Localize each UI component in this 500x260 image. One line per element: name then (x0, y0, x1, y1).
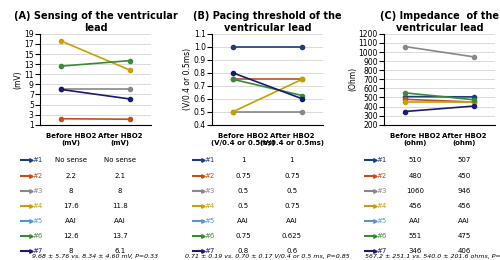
Text: #1: #1 (376, 157, 386, 164)
Text: #3: #3 (376, 187, 386, 194)
Text: #4: #4 (204, 203, 214, 209)
Text: 12.6: 12.6 (64, 233, 79, 239)
Text: 406: 406 (457, 248, 470, 254)
Text: No sense: No sense (104, 157, 136, 164)
Text: 507: 507 (457, 157, 470, 164)
Text: After HBO2
(ohm): After HBO2 (ohm) (442, 133, 486, 146)
Text: #7: #7 (204, 248, 214, 254)
Text: 2.1: 2.1 (114, 172, 126, 179)
Text: AAI: AAI (237, 218, 249, 224)
Text: 1060: 1060 (406, 187, 424, 194)
Text: 0.5: 0.5 (238, 203, 248, 209)
Text: No sense: No sense (55, 157, 87, 164)
Text: 346: 346 (408, 248, 422, 254)
Y-axis label: (V/0.4 or 0.5ms): (V/0.4 or 0.5ms) (183, 48, 192, 110)
Title: (A) Sensing of the ventricular
lead: (A) Sensing of the ventricular lead (14, 11, 177, 33)
Text: 0.5: 0.5 (286, 187, 298, 194)
Text: 8: 8 (118, 187, 122, 194)
Text: 551: 551 (408, 233, 422, 239)
Text: 510: 510 (408, 157, 422, 164)
Y-axis label: (mV): (mV) (14, 70, 22, 89)
Text: #6: #6 (32, 233, 42, 239)
Text: #5: #5 (32, 218, 42, 224)
Text: 17.6: 17.6 (63, 203, 79, 209)
Text: #5: #5 (376, 218, 386, 224)
Text: 8: 8 (69, 187, 73, 194)
Text: 475: 475 (458, 233, 470, 239)
Text: #3: #3 (32, 187, 42, 194)
Text: #6: #6 (204, 233, 214, 239)
Text: #5: #5 (204, 218, 214, 224)
Text: #6: #6 (376, 233, 386, 239)
Text: #3: #3 (204, 187, 214, 194)
Text: 456: 456 (458, 203, 470, 209)
Text: AAI: AAI (286, 218, 298, 224)
Text: After HBO2
(mV): After HBO2 (mV) (98, 133, 142, 146)
Text: 0.71 ± 0.19 vs. 0.70 ± 0.17 V/0.4 or 0.5 ms, P=0.85: 0.71 ± 0.19 vs. 0.70 ± 0.17 V/0.4 or 0.5… (185, 254, 350, 259)
Text: 0.625: 0.625 (282, 233, 302, 239)
Text: 8: 8 (69, 248, 73, 254)
Text: 0.8: 0.8 (238, 248, 248, 254)
Text: #7: #7 (32, 248, 42, 254)
Text: Before HBO2
(ohm): Before HBO2 (ohm) (390, 133, 440, 146)
Text: 0.75: 0.75 (236, 233, 251, 239)
Text: After HBO2
(V/0.4 or 0.5ms): After HBO2 (V/0.4 or 0.5ms) (260, 133, 324, 146)
Text: 946: 946 (457, 187, 470, 194)
Text: #7: #7 (376, 248, 386, 254)
Text: #2: #2 (32, 172, 42, 179)
Text: 0.5: 0.5 (238, 187, 248, 194)
Text: 1: 1 (241, 157, 246, 164)
Text: 0.75: 0.75 (236, 172, 251, 179)
Text: AAI: AAI (65, 218, 77, 224)
Text: 480: 480 (408, 172, 422, 179)
Text: 450: 450 (458, 172, 470, 179)
Text: 9.68 ± 5.76 vs. 8.34 ± 4.60 mV, P=0.33: 9.68 ± 5.76 vs. 8.34 ± 4.60 mV, P=0.33 (32, 254, 158, 259)
Text: #2: #2 (376, 172, 386, 179)
Text: 1: 1 (290, 157, 294, 164)
Text: 0.6: 0.6 (286, 248, 298, 254)
Text: 0.75: 0.75 (284, 172, 300, 179)
Text: AAI: AAI (409, 218, 421, 224)
Text: #4: #4 (376, 203, 386, 209)
Text: Before HBO2
(V/0.4 or 0.5ms): Before HBO2 (V/0.4 or 0.5ms) (211, 133, 275, 146)
Title: (C) Impedance  of the
ventricular lead: (C) Impedance of the ventricular lead (380, 11, 499, 33)
Text: 11.8: 11.8 (112, 203, 128, 209)
Text: 567.2 ± 251.1 vs. 540.0 ± 201.6 ohms, P=0.33: 567.2 ± 251.1 vs. 540.0 ± 201.6 ohms, P=… (364, 254, 500, 259)
Text: Before HBO2
(mV): Before HBO2 (mV) (46, 133, 96, 146)
Text: #4: #4 (32, 203, 42, 209)
Text: 13.7: 13.7 (112, 233, 128, 239)
Text: 6.1: 6.1 (114, 248, 126, 254)
Text: #1: #1 (32, 157, 42, 164)
Text: 456: 456 (408, 203, 422, 209)
Y-axis label: (Ohm): (Ohm) (348, 67, 357, 91)
Text: #1: #1 (204, 157, 214, 164)
Text: 2.2: 2.2 (66, 172, 76, 179)
Text: 0.75: 0.75 (284, 203, 300, 209)
Text: #2: #2 (204, 172, 214, 179)
Text: AAI: AAI (114, 218, 126, 224)
Title: (B) Pacing threshold of the
ventricular lead: (B) Pacing threshold of the ventricular … (193, 11, 342, 33)
Text: AAI: AAI (458, 218, 470, 224)
